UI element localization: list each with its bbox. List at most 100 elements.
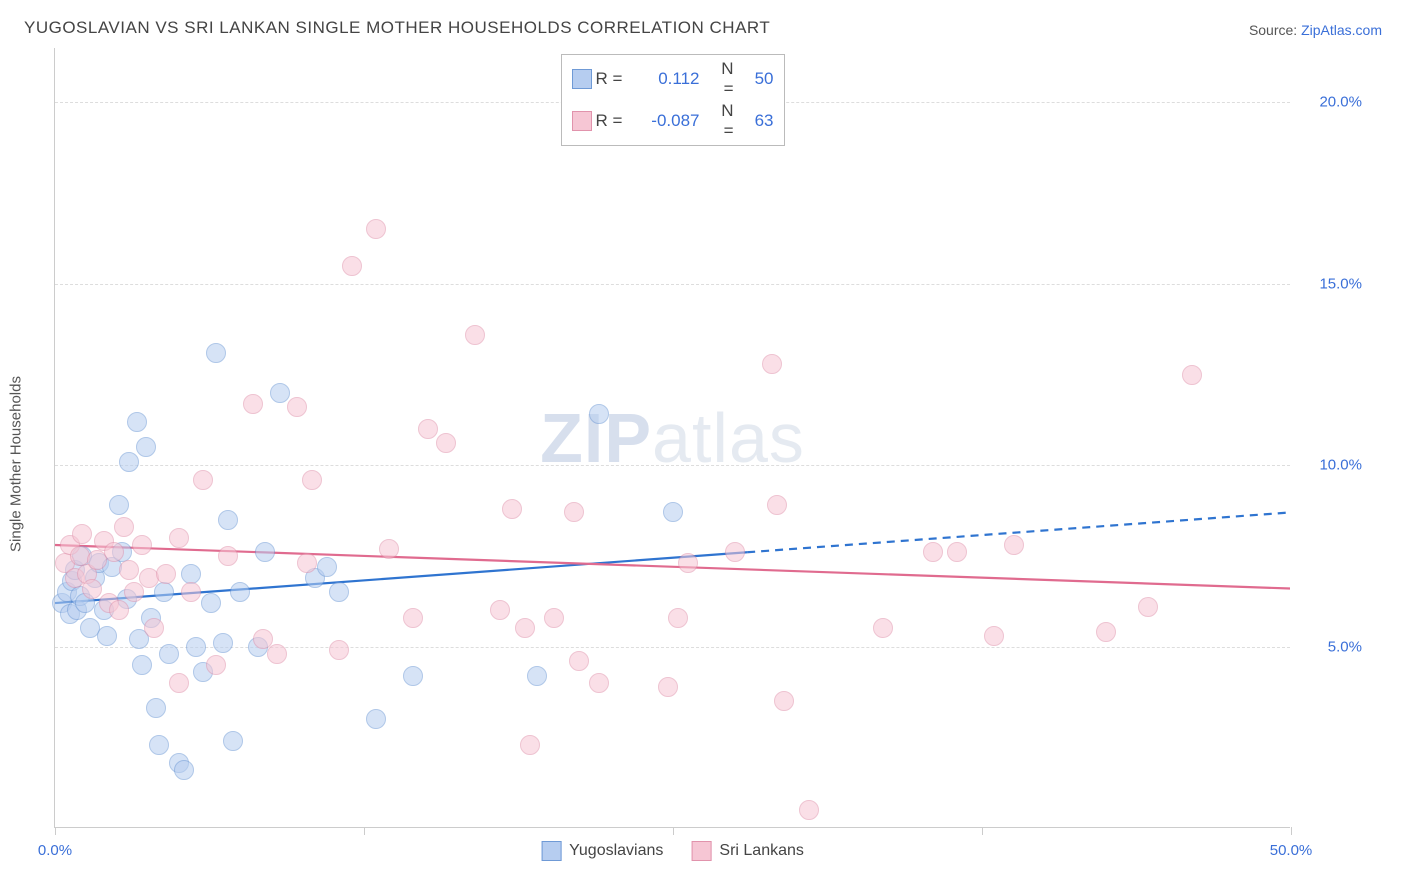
chart-area: Single Mother Households ZIPatlas5.0%10.… — [24, 48, 1382, 880]
x-tick — [673, 827, 674, 835]
data-point — [799, 800, 819, 820]
data-point — [109, 600, 129, 620]
data-point — [97, 626, 117, 646]
stat-n-value: 63 — [734, 111, 774, 131]
data-point — [947, 542, 967, 562]
data-point — [762, 354, 782, 374]
data-point — [270, 383, 290, 403]
data-point — [174, 760, 194, 780]
data-point — [668, 608, 688, 628]
data-point — [230, 582, 250, 602]
data-point — [1182, 365, 1202, 385]
data-point — [82, 579, 102, 599]
data-point — [297, 553, 317, 573]
gridline — [55, 284, 1290, 285]
data-point — [72, 524, 92, 544]
x-tick — [1291, 827, 1292, 835]
data-point — [465, 325, 485, 345]
data-point — [132, 535, 152, 555]
legend-item: Sri Lankans — [691, 841, 804, 861]
data-point — [186, 637, 206, 657]
data-point — [109, 495, 129, 515]
x-tick — [55, 827, 56, 835]
data-point — [317, 557, 337, 577]
data-point — [181, 582, 201, 602]
data-point — [589, 673, 609, 693]
legend-swatch — [541, 841, 561, 861]
data-point — [132, 655, 152, 675]
data-point — [490, 600, 510, 620]
data-point — [287, 397, 307, 417]
regression-lines — [55, 48, 1290, 827]
data-point — [436, 433, 456, 453]
data-point — [156, 564, 176, 584]
data-point — [159, 644, 179, 664]
data-point — [923, 542, 943, 562]
data-point — [144, 618, 164, 638]
chart-title: YUGOSLAVIAN VS SRI LANKAN SINGLE MOTHER … — [24, 18, 770, 38]
data-point — [169, 673, 189, 693]
gridline — [55, 647, 1290, 648]
data-point — [154, 582, 174, 602]
data-point — [329, 640, 349, 660]
stat-r-label: R = — [596, 111, 630, 131]
data-point — [213, 633, 233, 653]
data-point — [206, 343, 226, 363]
data-point — [564, 502, 584, 522]
data-point — [725, 542, 745, 562]
data-point — [366, 709, 386, 729]
data-point — [119, 452, 139, 472]
data-point — [569, 651, 589, 671]
source-link[interactable]: ZipAtlas.com — [1301, 22, 1382, 38]
legend-label: Yugoslavians — [569, 842, 663, 860]
legend-swatch — [572, 69, 592, 89]
data-point — [1138, 597, 1158, 617]
data-point — [255, 542, 275, 562]
data-point — [678, 553, 698, 573]
data-point — [403, 608, 423, 628]
legend-label: Sri Lankans — [719, 842, 804, 860]
data-point — [169, 528, 189, 548]
source-label: Source: — [1249, 22, 1301, 38]
source-attribution: Source: ZipAtlas.com — [1249, 22, 1382, 38]
x-tick — [982, 827, 983, 835]
legend-swatch — [572, 111, 592, 131]
stat-r-label: R = — [596, 69, 630, 89]
stat-r-value: 0.112 — [630, 69, 700, 89]
data-point — [136, 437, 156, 457]
data-point — [223, 731, 243, 751]
y-tick-label: 5.0% — [1298, 638, 1362, 655]
stat-n-label: N = — [700, 101, 734, 141]
data-point — [767, 495, 787, 515]
data-point — [243, 394, 263, 414]
data-point — [329, 582, 349, 602]
data-point — [515, 618, 535, 638]
x-tick — [364, 827, 365, 835]
stat-n-value: 50 — [734, 69, 774, 89]
x-tick-label: 0.0% — [38, 842, 72, 859]
y-axis-label: Single Mother Households — [8, 376, 25, 552]
data-point — [218, 510, 238, 530]
data-point — [149, 735, 169, 755]
data-point — [119, 560, 139, 580]
data-point — [527, 666, 547, 686]
data-point — [502, 499, 522, 519]
data-point — [589, 404, 609, 424]
stats-legend: R =0.112N =50R =-0.087N =63 — [561, 54, 785, 146]
data-point — [544, 608, 564, 628]
data-point — [181, 564, 201, 584]
data-point — [984, 626, 1004, 646]
data-point — [342, 256, 362, 276]
legend-item: Yugoslavians — [541, 841, 663, 861]
data-point — [193, 470, 213, 490]
data-point — [114, 517, 134, 537]
data-point — [774, 691, 794, 711]
data-point — [658, 677, 678, 697]
data-point — [520, 735, 540, 755]
data-point — [1004, 535, 1024, 555]
data-point — [146, 698, 166, 718]
data-point — [201, 593, 221, 613]
series-legend: Yugoslavians Sri Lankans — [541, 841, 804, 861]
stat-r-value: -0.087 — [630, 111, 700, 131]
data-point — [403, 666, 423, 686]
